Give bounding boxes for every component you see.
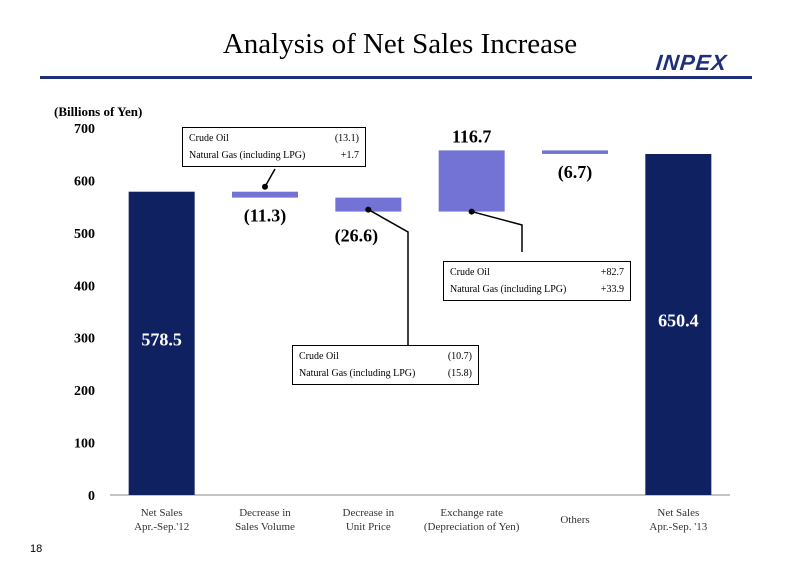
- y-tick-label: 0: [88, 489, 95, 504]
- leader-unit-price: [367, 208, 409, 345]
- category-labels: Net Sales Apr.-Sep.'12 Decrease in Sales Vo…: [134, 507, 708, 533]
- data-label: (6.7): [558, 162, 593, 183]
- bar: [128, 191, 195, 495]
- y-tick-label: 600: [74, 174, 95, 189]
- category-label: Net Sales Apr.-Sep. '13: [649, 507, 707, 533]
- callout-unit-price: Crude Oil (10.7) Natural Gas (including L…: [292, 345, 479, 385]
- category-label: Decrease in Unit Price: [343, 507, 395, 533]
- leader-exchange-rate-dot: [468, 208, 475, 215]
- data-label: (11.3): [244, 206, 287, 227]
- callout-row-value: +82.7: [600, 267, 624, 278]
- callout-row-name: Crude Oil: [189, 133, 229, 144]
- bar: [645, 154, 712, 495]
- callout-row-value: +1.7: [340, 150, 359, 161]
- header-rule: [40, 76, 752, 79]
- y-tick-label: 200: [74, 384, 95, 399]
- callout-row-name: Crude Oil: [299, 351, 339, 362]
- leader-sales-volume-dot: [262, 183, 268, 190]
- data-label: 578.5: [141, 329, 182, 349]
- callout-row-value: +33.9: [600, 284, 624, 295]
- y-tick-label: 700: [74, 122, 95, 137]
- page-title: Analysis of Net Sales Increase: [222, 28, 578, 60]
- y-tick-label: 500: [74, 227, 95, 242]
- y-tick-label: 400: [74, 279, 95, 294]
- leader-sales-volume: [264, 168, 276, 188]
- callout-row-name: Natural Gas (including LPG): [450, 284, 567, 295]
- bars: [128, 150, 712, 495]
- callout-row-value: (13.1): [334, 133, 359, 144]
- callout-exchange-rate: Crude Oil +82.7 Natural Gas (including LP…: [443, 261, 631, 301]
- callout-row-value: (15.8): [447, 368, 472, 379]
- y-axis: 0 100 200 300 400 500 600 700: [74, 122, 730, 504]
- callout-row-name: Crude Oil: [450, 267, 490, 278]
- data-labels: 578.5 (11.3) (26.6) 116.7 (6.7) 650.4: [141, 126, 698, 349]
- bar: [335, 197, 402, 212]
- callout-row-value: (10.7): [447, 351, 472, 362]
- y-tick-label: 300: [74, 332, 95, 347]
- leader-exchange-rate: [471, 210, 523, 252]
- data-label: 116.7: [452, 126, 492, 146]
- page-number: 18: [30, 543, 43, 555]
- callout-sales-volume: Crude Oil (13.1) Natural Gas (including L…: [182, 127, 366, 167]
- category-label: Decrease in Sales Volume: [235, 507, 295, 533]
- category-label: Exchange rate (Depreciation of Yen): [424, 507, 520, 533]
- category-label: Net Sales Apr.-Sep.'12: [134, 507, 189, 533]
- bar: [542, 150, 608, 154]
- bar: [232, 191, 298, 198]
- bar: [438, 150, 505, 212]
- category-label: Others: [560, 514, 589, 526]
- leader-unit-price-dot: [365, 206, 372, 213]
- y-axis-unit-label: (Billions of Yen): [54, 104, 143, 119]
- data-label: (26.6): [335, 226, 379, 247]
- y-tick-label: 100: [74, 437, 95, 452]
- callout-row-name: Natural Gas (including LPG): [189, 150, 306, 161]
- callout-leader-lines: [262, 168, 523, 345]
- callout-row-name: Natural Gas (including LPG): [299, 368, 416, 379]
- data-label: 650.4: [658, 311, 699, 331]
